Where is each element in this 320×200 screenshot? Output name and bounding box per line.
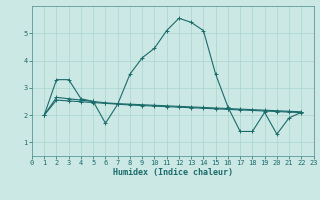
X-axis label: Humidex (Indice chaleur): Humidex (Indice chaleur) [113, 168, 233, 177]
